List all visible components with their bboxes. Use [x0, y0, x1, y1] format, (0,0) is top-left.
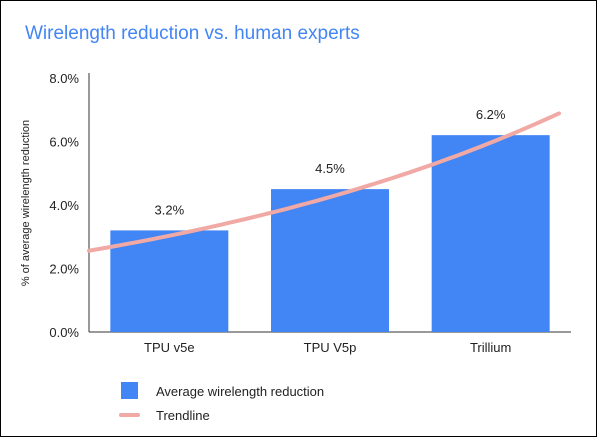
bar [110, 230, 229, 332]
x-axis-ticks: TPU v5e TPU V5p Trillium [144, 340, 511, 355]
data-label: 3.2% [155, 202, 185, 217]
bar [271, 189, 389, 332]
legend-label-bars: Average wirelength reduction [156, 384, 324, 399]
x-tick-label: TPU v5e [144, 340, 195, 355]
legend-label-trendline: Trendline [156, 408, 210, 423]
y-tick-label: 2.0% [49, 262, 79, 277]
y-tick-label: 0.0% [49, 325, 79, 340]
y-tick-label: 6.0% [49, 135, 79, 150]
y-axis-ticks: 0.0% 2.0% 4.0% 6.0% 8.0% [49, 71, 79, 340]
data-label: 6.2% [476, 107, 506, 122]
bars-group [110, 135, 550, 332]
x-tick-label: TPU V5p [304, 340, 357, 355]
data-label: 4.5% [315, 161, 345, 176]
y-axis-title: % of average wirelength reduction [20, 120, 32, 286]
y-tick-label: 4.0% [49, 198, 79, 213]
trendline [87, 111, 561, 253]
bar [431, 135, 550, 332]
data-labels-group: 3.2% 4.5% 6.2% [155, 107, 506, 217]
legend: Average wirelength reduction Trendline [119, 382, 324, 423]
x-tick-label: Trillium [470, 340, 511, 355]
chart-title: Wirelength reduction vs. human experts [25, 23, 360, 44]
legend-swatch-bars [121, 382, 138, 399]
y-tick-label: 8.0% [49, 71, 79, 86]
